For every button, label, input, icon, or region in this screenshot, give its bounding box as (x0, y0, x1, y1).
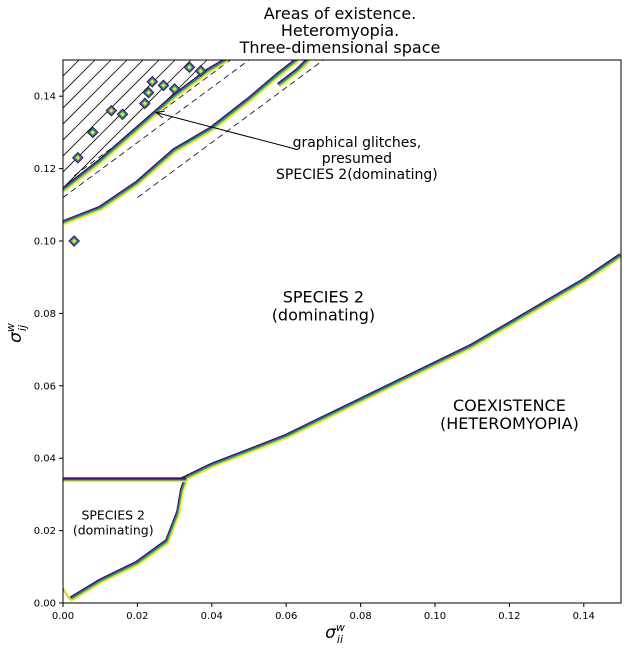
glitch-island (105, 104, 118, 117)
glitch-island (183, 61, 196, 74)
y-tick-label: 0.00 (34, 599, 56, 610)
y-tick-label: 0.02 (34, 526, 56, 537)
x-tick-label: 0.02 (126, 611, 148, 622)
annotation-text: COEXISTENCE (453, 396, 566, 415)
y-tick-label: 0.04 (34, 454, 56, 465)
glitch-island (68, 235, 81, 247)
glitch-band-upper-right (277, 60, 311, 88)
chart-title-line-3: Three-dimensional space (239, 38, 441, 57)
glitch-island (168, 83, 181, 95)
x-tick-label: 0.04 (201, 611, 223, 622)
x-tick-label: 0.06 (275, 611, 297, 622)
lower-region-top-line (63, 477, 186, 481)
annotation-arrow (154, 110, 296, 150)
x-tick-label: 0.14 (573, 611, 595, 622)
glitch-island (157, 79, 170, 92)
glitch-island (194, 65, 207, 77)
annotation-text: (HETEROMYOPIA) (440, 414, 579, 433)
glitch-island (86, 126, 99, 139)
x-tick-label: 0.10 (424, 611, 446, 622)
glitch-island (72, 151, 84, 164)
x-tick-label: 0.12 (498, 611, 520, 622)
plot-area (63, 60, 621, 603)
chart-title-line-1: Areas of existence. (264, 4, 417, 23)
plot-frame (62, 59, 622, 604)
y-tick-label: 0.14 (34, 92, 56, 103)
x-tick-label: 0.00 (52, 611, 74, 622)
annotation-text: (dominating) (73, 523, 154, 538)
glitch-band-lower (63, 60, 300, 226)
glitch-island (138, 97, 151, 110)
annotation-text: SPECIES 2 (283, 288, 364, 307)
annotation-text: graphical glitches, (293, 135, 422, 151)
glitch-island (116, 108, 129, 121)
annotation-text: SPECIES 2 (81, 508, 145, 523)
y-tick-label: 0.12 (34, 164, 56, 175)
lower-species2-boundary (63, 477, 189, 602)
y-axis-label: σwij (4, 323, 29, 343)
y-tick-label: 0.08 (34, 309, 56, 320)
annotation-text: presumed (322, 151, 392, 167)
glitch-island (142, 86, 155, 99)
y-tick-label: 0.06 (34, 381, 56, 392)
glitch-island (146, 75, 159, 88)
annotation-text: SPECIES 2(dominating) (276, 167, 438, 183)
x-axis-label: σw ii (325, 621, 345, 646)
dashed-guides (63, 60, 324, 198)
chart-title-line-2: Heteromyopia. (281, 21, 399, 40)
annotation-text: (dominating) (272, 306, 375, 325)
y-tick-label: 0.10 (34, 237, 56, 248)
x-tick-label: 0.08 (349, 611, 371, 622)
coexistence-boundary (180, 253, 621, 483)
